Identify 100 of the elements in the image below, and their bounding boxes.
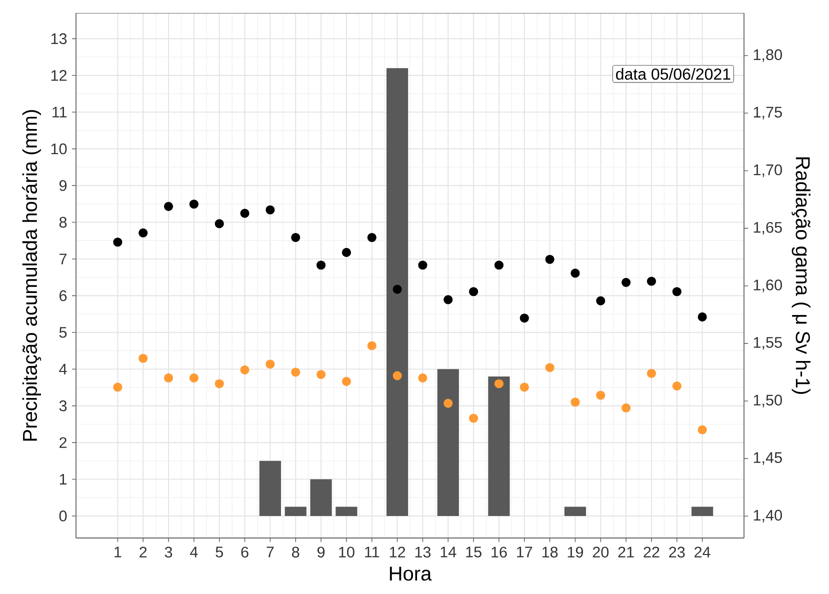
y-tick-label: 3 xyxy=(59,400,67,412)
x-tick-label: 19 xyxy=(568,546,584,558)
x-tick-label: 17 xyxy=(517,546,532,558)
point xyxy=(520,382,529,392)
point xyxy=(545,363,554,372)
x-tick-label: 3 xyxy=(164,546,172,558)
point xyxy=(316,260,326,270)
point xyxy=(622,278,631,287)
y-tick-label: 10 xyxy=(51,143,67,154)
point xyxy=(672,287,682,296)
bar xyxy=(488,376,510,516)
point xyxy=(469,414,478,423)
x-tick-label: 4 xyxy=(190,546,198,558)
y2-tick-label: 1,50 xyxy=(754,394,782,408)
y2-tick-label: 1,40 xyxy=(754,510,782,522)
x-tick-label: 16 xyxy=(492,546,507,558)
point xyxy=(520,314,529,323)
y-tick-label: 12 xyxy=(51,70,67,81)
point xyxy=(545,254,554,264)
point xyxy=(392,284,402,294)
x-tick-label: 22 xyxy=(644,546,660,558)
point xyxy=(494,379,504,388)
y-tick-label: 4 xyxy=(59,364,67,374)
x-tick-label: 24 xyxy=(694,546,710,558)
point xyxy=(698,312,707,322)
point xyxy=(444,295,453,304)
point xyxy=(240,208,250,218)
y-tick-label: 13 xyxy=(51,33,67,44)
x-tick-label: 5 xyxy=(216,546,223,558)
point xyxy=(138,354,148,363)
point xyxy=(342,248,351,258)
point xyxy=(240,365,250,374)
bar xyxy=(310,479,332,516)
bar xyxy=(386,68,408,516)
point xyxy=(672,381,682,391)
y-tick-label: 5 xyxy=(59,327,67,338)
point xyxy=(316,370,326,380)
y-tick-label: 9 xyxy=(59,180,67,191)
y2-tick-label: 1,60 xyxy=(754,280,782,292)
bar xyxy=(564,506,586,516)
y-tick-label: 11 xyxy=(52,106,67,118)
point xyxy=(367,232,376,242)
y-tick-label: 2 xyxy=(60,437,67,448)
point xyxy=(214,219,224,228)
y2-axis-title: Radiação gama ( μ Sv h-1) xyxy=(792,157,810,394)
point xyxy=(342,376,351,386)
point xyxy=(646,276,656,286)
y-tick-label: 6 xyxy=(60,290,67,302)
point xyxy=(570,268,580,278)
annotation: data 05/06/2021 xyxy=(616,68,730,80)
point xyxy=(113,382,122,392)
point xyxy=(367,341,376,350)
point xyxy=(291,232,300,242)
point xyxy=(164,202,174,211)
x-tick-label: 2 xyxy=(140,546,147,558)
x-tick-label: 1 xyxy=(114,546,122,558)
x-tick-label: 15 xyxy=(466,546,482,558)
point xyxy=(596,390,606,400)
y-tick-label: 0 xyxy=(59,510,67,522)
x-tick-label: 20 xyxy=(592,546,609,558)
y-tick-label: 7 xyxy=(60,254,67,264)
y2-tick-label: 1,65 xyxy=(754,222,782,235)
x-tick-label: 12 xyxy=(390,546,406,558)
point xyxy=(570,398,580,407)
point xyxy=(698,425,707,434)
y2-tick-label: 1,75 xyxy=(754,106,782,120)
x-tick-label: 8 xyxy=(292,546,300,558)
point xyxy=(164,373,174,382)
x-axis-title: Hora xyxy=(390,566,432,581)
y-axis-title: Precipitação acumulada horária (mm) xyxy=(22,110,42,441)
y-tick-label: 8 xyxy=(59,216,67,228)
point xyxy=(113,238,122,247)
x-tick-label: 21 xyxy=(618,546,634,558)
x-tick-label: 6 xyxy=(241,546,248,558)
x-tick-label: 14 xyxy=(440,546,456,558)
y2-tick-label: 1,80 xyxy=(754,49,782,62)
point xyxy=(214,379,224,388)
point xyxy=(444,398,453,408)
point xyxy=(494,260,504,270)
x-tick-label: 10 xyxy=(339,546,354,558)
y-tick-label: 1 xyxy=(60,474,67,485)
point xyxy=(138,228,148,238)
point xyxy=(189,373,198,382)
point xyxy=(189,200,198,209)
point xyxy=(622,403,631,412)
bar xyxy=(284,506,306,516)
bar xyxy=(336,506,358,516)
point xyxy=(266,360,275,369)
x-tick-label: 23 xyxy=(669,546,685,558)
bar xyxy=(437,369,459,516)
x-tick-label: 18 xyxy=(542,546,558,558)
point xyxy=(596,296,606,306)
point xyxy=(418,373,428,382)
y2-tick-label: 1,45 xyxy=(754,452,782,465)
point xyxy=(291,368,300,377)
y2-tick-label: 1,70 xyxy=(754,164,782,178)
point xyxy=(392,371,402,380)
x-tick-label: 7 xyxy=(266,546,274,558)
bar xyxy=(692,506,714,516)
point xyxy=(469,287,478,296)
